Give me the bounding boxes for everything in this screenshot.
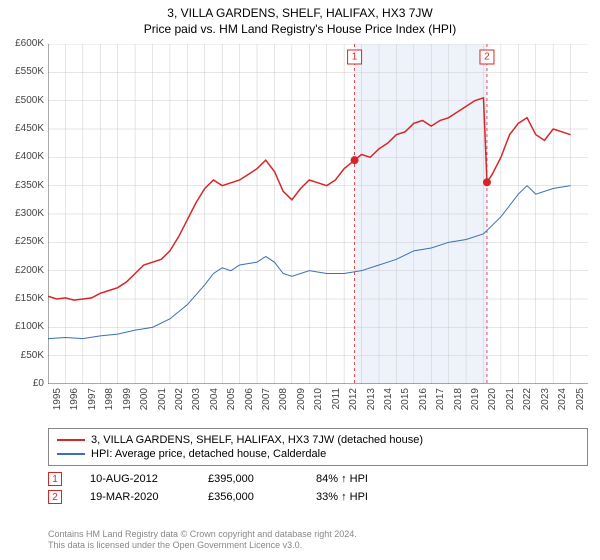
x-tick-label: 2006 [244,388,255,418]
sale-hpi: 84% ↑ HPI [316,473,368,485]
y-tick-label: £500K [2,95,44,106]
footer-attribution: Contains HM Land Registry data © Crown c… [48,529,357,552]
y-tick-label: £300K [2,208,44,219]
x-tick-label: 2003 [191,388,202,418]
x-tick-label: 2009 [296,388,307,418]
page-subtitle: Price paid vs. HM Land Registry's House … [0,20,600,42]
x-tick-label: 2021 [505,388,516,418]
x-tick-label: 2024 [557,388,568,418]
sale-row: 2 19-MAR-2020 £356,000 33% ↑ HPI [48,488,368,506]
x-tick-label: 2002 [174,388,185,418]
x-tick-label: 1998 [104,388,115,418]
y-tick-label: £150K [2,293,44,304]
sale-date: 10-AUG-2012 [90,473,180,485]
sales-table: 1 10-AUG-2012 £395,000 84% ↑ HPI 2 19-MAR-202… [48,470,368,506]
legend-swatch [57,453,85,455]
x-tick-label: 2025 [575,388,586,418]
y-tick-label: £250K [2,236,44,247]
sale-marker-icon: 2 [48,490,62,504]
x-tick-label: 1996 [69,388,80,418]
x-tick-label: 2023 [540,388,551,418]
x-tick-label: 2013 [366,388,377,418]
x-tick-label: 1997 [87,388,98,418]
sale-date: 19-MAR-2020 [90,491,180,503]
x-tick-label: 2000 [139,388,150,418]
x-tick-label: 1999 [122,388,133,418]
y-tick-label: £200K [2,265,44,276]
sale-marker-number: 1 [352,52,358,63]
footer-line-2: This data is licensed under the Open Gov… [48,540,357,552]
y-tick-label: £350K [2,180,44,191]
x-tick-label: 2004 [209,388,220,418]
y-tick-label: £450K [2,123,44,134]
y-tick-label: £0 [2,378,44,389]
sale-price: £395,000 [208,473,288,485]
x-tick-label: 1995 [52,388,63,418]
sale-row: 1 10-AUG-2012 £395,000 84% ↑ HPI [48,470,368,488]
legend-swatch [57,439,85,441]
x-tick-label: 2019 [470,388,481,418]
sale-hpi: 33% ↑ HPI [316,491,368,503]
legend-item: 3, VILLA GARDENS, SHELF, HALIFAX, HX3 7J… [57,433,579,447]
x-tick-label: 2007 [261,388,272,418]
legend: 3, VILLA GARDENS, SHELF, HALIFAX, HX3 7J… [48,428,588,466]
footer-line-1: Contains HM Land Registry data © Crown c… [48,529,357,541]
legend-label: 3, VILLA GARDENS, SHELF, HALIFAX, HX3 7J… [91,434,423,446]
x-tick-label: 2012 [348,388,359,418]
x-tick-label: 2005 [226,388,237,418]
sale-marker-number: 2 [484,52,490,63]
x-tick-label: 2010 [313,388,324,418]
page-title: 3, VILLA GARDENS, SHELF, HALIFAX, HX3 7J… [0,0,600,20]
x-tick-label: 2022 [522,388,533,418]
x-tick-label: 2008 [278,388,289,418]
sale-dot [483,178,491,186]
x-tick-label: 2001 [157,388,168,418]
chart-plot-area: 12 [48,44,588,384]
y-tick-label: £50K [2,350,44,361]
y-tick-label: £400K [2,151,44,162]
x-tick-label: 2015 [400,388,411,418]
sale-price: £356,000 [208,491,288,503]
x-tick-label: 2016 [418,388,429,418]
x-tick-label: 2017 [435,388,446,418]
chart-svg: 12 [48,44,588,384]
x-tick-label: 2011 [331,388,342,418]
legend-item: HPI: Average price, detached house, Cald… [57,447,579,461]
chart-container: 3, VILLA GARDENS, SHELF, HALIFAX, HX3 7J… [0,0,600,560]
sale-dot [351,156,359,164]
sale-marker-icon: 1 [48,472,62,486]
x-tick-label: 2014 [383,388,394,418]
x-tick-label: 2018 [453,388,464,418]
y-tick-label: £600K [2,38,44,49]
y-tick-label: £100K [2,321,44,332]
x-tick-label: 2020 [487,388,498,418]
y-tick-label: £550K [2,66,44,77]
legend-label: HPI: Average price, detached house, Cald… [91,448,326,460]
